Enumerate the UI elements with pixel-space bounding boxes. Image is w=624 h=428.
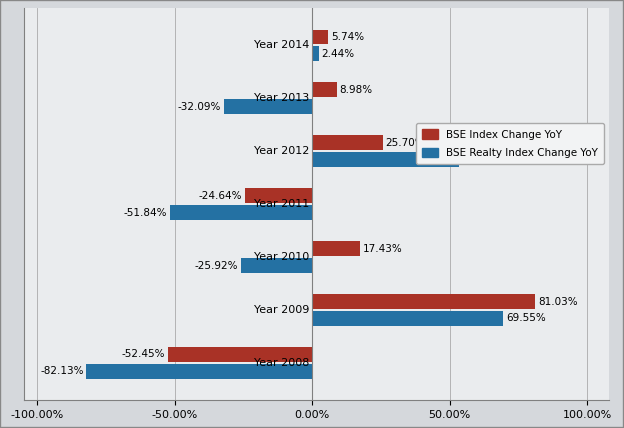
Bar <box>168 347 312 362</box>
Legend: BSE Index Change YoY, BSE Realty Index Change YoY: BSE Index Change YoY, BSE Realty Index C… <box>416 123 604 164</box>
Text: Year 2011: Year 2011 <box>255 199 310 209</box>
Bar <box>312 83 337 97</box>
Bar <box>312 294 535 309</box>
Text: 53.44%: 53.44% <box>462 155 502 165</box>
Bar <box>312 311 504 326</box>
Bar <box>312 30 328 45</box>
Text: Year 2010: Year 2010 <box>255 252 310 262</box>
Text: 2.44%: 2.44% <box>322 49 355 59</box>
Text: Year 2008: Year 2008 <box>254 358 310 368</box>
Text: Year 2012: Year 2012 <box>254 146 310 156</box>
Text: -32.09%: -32.09% <box>178 102 222 112</box>
Text: -82.13%: -82.13% <box>40 366 84 376</box>
Bar <box>312 135 383 150</box>
Text: 5.74%: 5.74% <box>331 32 364 42</box>
Text: 17.43%: 17.43% <box>363 244 402 254</box>
Bar <box>87 364 312 379</box>
Text: 81.03%: 81.03% <box>538 297 577 306</box>
Text: -24.64%: -24.64% <box>198 190 241 201</box>
Bar <box>312 46 319 61</box>
Bar <box>312 152 459 167</box>
Bar <box>241 258 312 273</box>
Text: 25.70%: 25.70% <box>386 138 426 148</box>
Text: Year 2009: Year 2009 <box>254 305 310 315</box>
Bar <box>170 205 312 220</box>
Text: 8.98%: 8.98% <box>339 85 373 95</box>
Bar <box>224 99 312 114</box>
Text: 69.55%: 69.55% <box>506 313 546 324</box>
Text: Year 2013: Year 2013 <box>255 93 310 103</box>
Text: Year 2014: Year 2014 <box>254 40 310 51</box>
Text: -25.92%: -25.92% <box>195 261 238 270</box>
Text: -52.45%: -52.45% <box>122 349 165 360</box>
Bar <box>245 188 312 203</box>
Text: -51.84%: -51.84% <box>124 208 167 217</box>
Bar <box>312 241 360 256</box>
